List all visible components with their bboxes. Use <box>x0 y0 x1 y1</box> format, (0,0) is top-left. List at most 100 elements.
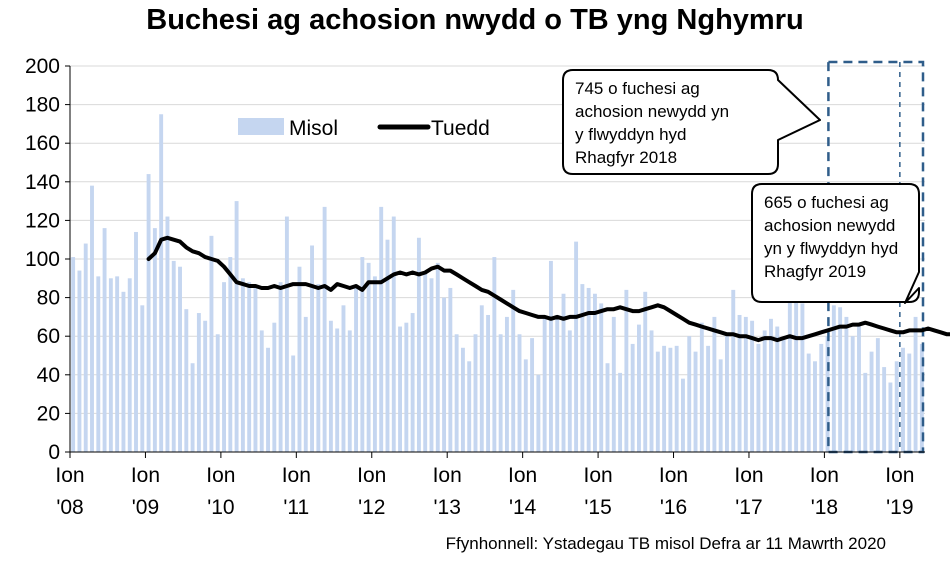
y-tick-label: 40 <box>37 364 60 387</box>
x-tick-label-month: Ion <box>734 464 763 487</box>
x-tick-label-year: '12 <box>358 496 385 519</box>
bar-month-88 <box>618 372 623 452</box>
y-tick-label: 180 <box>25 94 60 117</box>
bar-month-83 <box>586 287 591 452</box>
bar-month-75 <box>536 374 541 452</box>
bar-month-109 <box>750 320 755 452</box>
bar-month-112 <box>769 318 773 452</box>
bar-month-98 <box>681 378 685 452</box>
bar-month-118 <box>806 353 811 452</box>
bar-month-18 <box>178 266 182 452</box>
bar-month-123 <box>838 307 843 452</box>
x-tick-label-year: '14 <box>509 496 537 519</box>
x-tick-label-year: '11 <box>283 496 309 519</box>
bar-month-21 <box>196 313 201 452</box>
bar-month-127 <box>863 372 868 452</box>
bar-month-116 <box>794 295 799 452</box>
bar-month-131 <box>888 382 893 452</box>
bar-month-68 <box>492 257 497 452</box>
bar-month-133 <box>901 347 905 452</box>
bar-month-122 <box>831 305 836 452</box>
bar-month-90 <box>630 343 635 452</box>
bar-month-5 <box>96 276 101 452</box>
x-tick-label-year: '18 <box>811 496 838 519</box>
bar-month-53 <box>398 326 403 452</box>
x-tick-label-month: Ion <box>131 464 160 487</box>
x-tick-label-month: Ion <box>433 464 462 487</box>
bar-month-59 <box>435 262 440 452</box>
bar-month-72 <box>517 334 522 452</box>
bar-month-135 <box>913 316 918 452</box>
bar-month-97 <box>674 345 679 452</box>
bar-month-85 <box>599 303 604 452</box>
bar-month-8 <box>115 276 120 452</box>
callout-2019-text-line: Rhagfyr 2019 <box>764 262 866 281</box>
bar-month-67 <box>486 314 491 452</box>
callout-2018-text-line: achosion newydd yn <box>575 102 729 121</box>
bar-month-117 <box>800 303 805 452</box>
callout-2018-text-line: y flwyddyn hyd <box>575 125 687 144</box>
bar-month-3 <box>83 243 88 452</box>
bar-month-110 <box>756 343 761 452</box>
bar-month-37 <box>297 266 302 452</box>
x-tick-label-year: '13 <box>434 496 461 519</box>
bar-month-74 <box>530 338 535 452</box>
bar-month-107 <box>737 314 742 452</box>
bar-month-101 <box>699 322 704 452</box>
bar-month-71 <box>511 289 516 452</box>
bar-month-73 <box>523 359 528 452</box>
bar-month-27 <box>234 201 239 452</box>
bar-month-2 <box>77 270 82 452</box>
bar-month-65 <box>473 334 478 452</box>
bar-month-28 <box>240 278 245 452</box>
bar-month-15 <box>159 114 164 452</box>
callouts: 745 o fuchesi ag achosion newydd yn y flwy… <box>562 69 920 304</box>
bar-month-113 <box>775 326 780 452</box>
bar-month-58 <box>429 278 434 452</box>
bar-month-69 <box>498 334 503 452</box>
bar-month-46 <box>354 286 358 452</box>
bar-month-40 <box>316 284 321 452</box>
y-tick-label: 80 <box>37 287 60 310</box>
bar-month-31 <box>259 330 264 452</box>
callout-2018-text-line: Rhagfyr 2018 <box>575 148 677 167</box>
x-tick-label-month: Ion <box>810 464 839 487</box>
bar-month-129 <box>875 338 880 452</box>
bar-month-77 <box>548 260 553 452</box>
x-tick-label-month: Ion <box>55 464 84 487</box>
bar-month-86 <box>605 363 610 452</box>
bar-month-120 <box>819 343 824 452</box>
monthly-bars <box>71 114 924 452</box>
bar-month-95 <box>662 345 667 452</box>
x-tick-label-year: '17 <box>735 496 762 519</box>
callout-2019-text-line: achosion newydd <box>764 216 895 235</box>
bar-month-50 <box>379 206 384 452</box>
trend-line <box>146 235 950 343</box>
callout-2018-text-line: 745 o fuchesi ag <box>575 79 700 98</box>
y-tick-label: 60 <box>37 325 60 348</box>
bar-month-14 <box>152 228 157 452</box>
bar-month-22 <box>203 320 208 452</box>
bar-month-103 <box>712 316 717 452</box>
bar-month-62 <box>454 334 459 452</box>
bar-month-36 <box>291 355 296 452</box>
bar-month-79 <box>561 293 566 452</box>
bar-month-134 <box>907 353 912 452</box>
x-tick-label-year: '10 <box>207 496 234 519</box>
bar-month-19 <box>184 309 189 452</box>
bar-month-63 <box>460 347 465 452</box>
bar-month-100 <box>693 351 698 452</box>
bar-month-10 <box>127 278 132 452</box>
bar-month-23 <box>209 235 214 452</box>
bar-month-44 <box>341 305 346 452</box>
bar-month-64 <box>467 361 472 452</box>
chart-title: Buchesi ag achosion nwydd o TB yng Nghym… <box>146 4 804 36</box>
legend-bar-label: Misol <box>289 117 338 140</box>
bar-month-102 <box>706 345 711 452</box>
bar-month-70 <box>504 316 509 452</box>
bar-month-47 <box>360 257 365 452</box>
x-tick-label-year: '19 <box>886 496 913 519</box>
bar-month-17 <box>171 260 176 452</box>
bar-month-35 <box>284 216 289 452</box>
bar-month-42 <box>328 320 333 452</box>
